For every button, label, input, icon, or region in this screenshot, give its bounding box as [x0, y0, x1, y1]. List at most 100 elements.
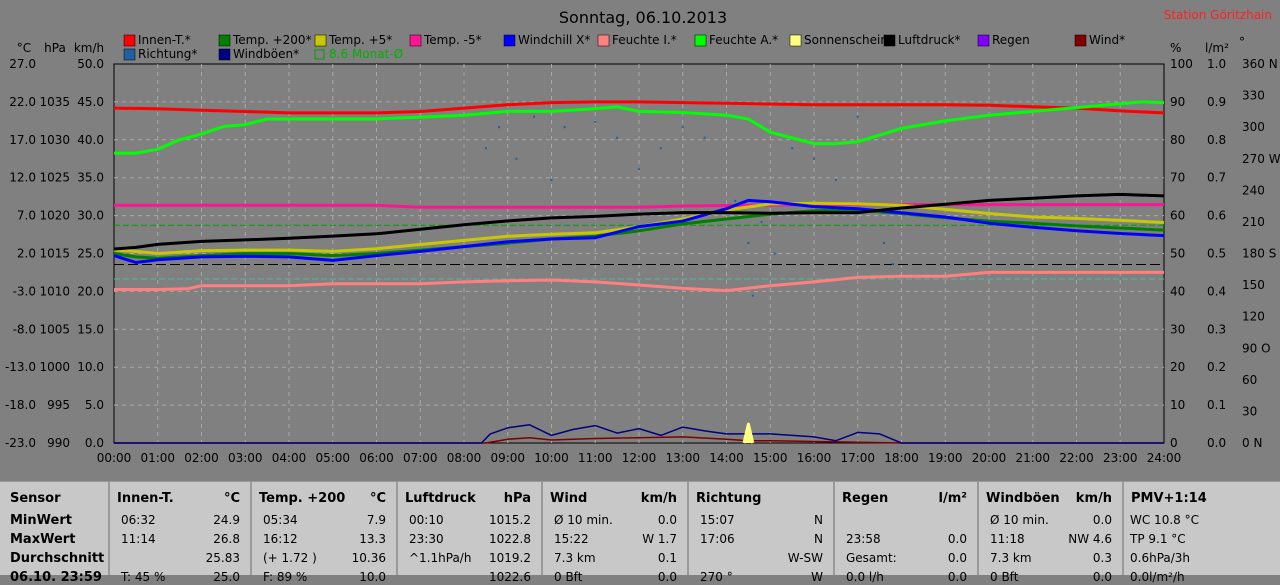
direction-point	[856, 115, 859, 118]
table-cell: 0.0	[657, 513, 677, 527]
table-cell: 0.1	[657, 551, 677, 565]
y-tick-label: 17.0	[9, 133, 36, 147]
legend-label: Regen	[992, 33, 1030, 47]
y-tick-label: 50.0	[77, 57, 104, 71]
weather-chart: Sonntag, 06.10.2013 Station Göritzhain I…	[5, 8, 1280, 465]
table-column: Regen l/m² 23:58 0.0 Gesamt: 0.0 0.0 l/h 0.0	[835, 482, 979, 584]
y-tick-label: 330	[1242, 89, 1265, 103]
x-tick-label: 11:00	[578, 451, 613, 465]
y-tick-label: -23.0	[5, 436, 36, 450]
direction-point	[594, 120, 597, 123]
legend-swatch	[218, 48, 231, 61]
table-cell: 17:06	[700, 532, 735, 546]
chart-grid	[114, 64, 1164, 443]
table-cell: W 1.7	[642, 532, 677, 546]
axis-unit: °C	[17, 41, 31, 55]
y-tick-label: 0.4	[1207, 284, 1226, 298]
table-cell: Ø 10 min.	[990, 513, 1049, 527]
x-tick-label: 01:00	[140, 451, 175, 465]
table-cell: 0 Bft	[554, 570, 583, 584]
column-unit: °C	[223, 491, 240, 506]
column-title: Windböen	[986, 491, 1060, 506]
y-tick-label: 1025	[39, 171, 70, 185]
column-unit: l/m²	[938, 491, 967, 506]
x-tick-label: 24:00	[1147, 451, 1182, 465]
row-label: Durchschnitt	[10, 551, 105, 566]
x-tick-label: 09:00	[490, 451, 525, 465]
direction-point	[734, 199, 737, 202]
direction-point	[638, 168, 640, 171]
sensor-table: Sensor MinWert MaxWert Durchschnitt 06.10. 2…	[0, 481, 1280, 585]
table-cell: 26.8	[213, 532, 240, 546]
row-label: MinWert	[10, 513, 72, 528]
table-cell: 0.3	[1092, 551, 1112, 565]
row-label: 06.10. 23:59	[10, 570, 102, 585]
series-line	[114, 270, 1164, 293]
legend-swatch	[694, 34, 707, 47]
wind-direction-points	[484, 115, 894, 297]
x-tick-label: 07:00	[403, 451, 438, 465]
y-tick-label: 0 N	[1242, 436, 1262, 450]
series-line	[113, 198, 1165, 264]
x-tick-label: 12:00	[622, 451, 657, 465]
table-cell: 270 °	[700, 570, 733, 584]
direction-point	[760, 220, 763, 223]
table-cell: 10.0	[359, 570, 386, 584]
y-tick-label: 45.0	[77, 95, 104, 109]
column-title: PMV+1:14	[1131, 491, 1207, 506]
table-cell: 11:18	[990, 532, 1025, 546]
y-tick-label: 1030	[39, 133, 70, 147]
y-tick-label: 240	[1242, 183, 1265, 197]
row-label: Sensor	[10, 491, 61, 506]
table-cell: 0.0	[1092, 513, 1112, 527]
x-tick-label: 20:00	[972, 451, 1007, 465]
direction-point	[751, 294, 754, 297]
y-tick-label: 1005	[39, 322, 70, 336]
direction-point	[834, 178, 837, 181]
table-column: Wind km/h Ø 10 min. 0.0 15:22 W 1.7 7.3 km 0.1 0…	[543, 482, 689, 584]
direction-point	[891, 263, 894, 266]
y-tick-label: 0.6	[1207, 209, 1226, 223]
table-cell: 0.0	[1092, 570, 1112, 584]
y-tick-label: 50	[1170, 247, 1185, 261]
y-tick-label: 10.0	[77, 360, 104, 374]
legend-swatch	[503, 34, 516, 47]
axis-units: °C hPa km/h% l/m² °	[17, 35, 1245, 55]
y-tick-label: 60	[1242, 373, 1257, 387]
axis-unit: %	[1170, 41, 1181, 55]
y-tick-label: 360 N	[1242, 57, 1278, 71]
axis-unit: l/m²	[1205, 41, 1229, 55]
table-cell: 00:10	[409, 513, 444, 527]
y-tick-label: 90 O	[1242, 341, 1271, 355]
x-tick-label: 17:00	[840, 451, 875, 465]
x-tick-label: 06:00	[359, 451, 394, 465]
x-tick-label: 00:00	[97, 451, 132, 465]
table-cell: 7.3 km	[554, 551, 596, 565]
series-line	[113, 100, 1165, 115]
x-tick-label: 22:00	[1059, 451, 1094, 465]
series-line	[742, 422, 755, 444]
y-tick-label: 2.0	[17, 247, 36, 261]
table-cell: 0.0 l/h	[846, 570, 884, 584]
y-tick-label: 1015	[39, 247, 70, 261]
x-tick-label: 21:00	[1015, 451, 1050, 465]
y-tick-label: 40.0	[77, 133, 104, 147]
column-title: Innen-T.	[117, 491, 174, 506]
legend-label: Windchill X*	[518, 33, 590, 47]
legend-label: Wind*	[1089, 33, 1125, 47]
legend-label: Windböen*	[233, 47, 299, 61]
column-unit: hPa	[503, 491, 531, 506]
y-tick-label: 0	[1170, 436, 1178, 450]
legend-label: Temp. -5*	[423, 33, 482, 47]
column-unit: °C	[369, 491, 386, 506]
table-cell: 06:32	[121, 513, 156, 527]
table-cell: 1019.2	[489, 551, 531, 565]
legend-swatch	[123, 34, 136, 47]
legend-label: Richtung*	[138, 47, 197, 61]
table-cell: 0 Bft	[990, 570, 1019, 584]
y-tick-label: 80	[1170, 133, 1185, 147]
table-column: Windböen km/h Ø 10 min. 0.0 11:18 NW 4.6 7.3 k…	[979, 482, 1124, 584]
y-tick-label: -8.0	[13, 322, 36, 336]
table-column: Richtung 15:07 N 17:06 N W-SW 270 ° W	[689, 482, 835, 584]
y-tick-label: 70	[1170, 171, 1185, 185]
